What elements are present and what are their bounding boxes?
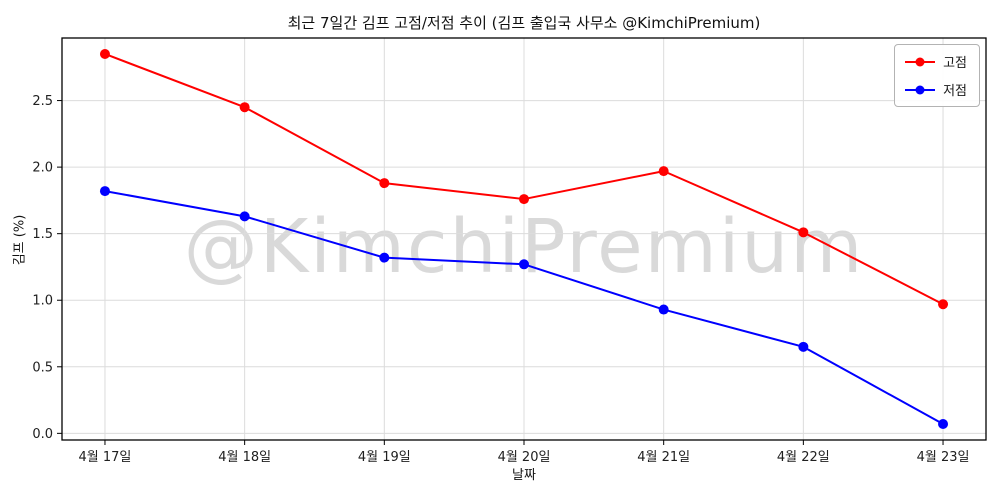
x-tick-label: 4월 23일: [917, 450, 970, 465]
legend-item-high: 고점: [905, 52, 967, 71]
y-axis-label: 김프 (%): [12, 214, 28, 266]
data-point: [99, 186, 110, 197]
x-tick-label: 4월 22일: [777, 450, 830, 465]
legend-label-low: 저점: [943, 84, 967, 99]
x-tick-label: 4월 17일: [79, 450, 132, 465]
legend-marker-high-icon: [905, 57, 936, 66]
data-point: [239, 211, 250, 222]
legend-item-low: 저점: [905, 80, 967, 99]
y-tick-label: 1.0: [32, 294, 53, 309]
data-point: [798, 227, 809, 238]
x-tick-label: 4월 19일: [358, 450, 411, 465]
y-tick-label: 2.0: [32, 161, 53, 176]
y-tick-label: 0.0: [32, 427, 53, 442]
y-tick-label: 1.5: [32, 227, 53, 242]
legend: 고점 저점: [894, 44, 980, 107]
data-point: [239, 102, 250, 113]
data-point: [658, 304, 669, 315]
y-tick-label: 2.5: [32, 94, 53, 109]
x-axis-label: 날짜: [512, 468, 536, 483]
data-point: [99, 48, 110, 59]
data-point: [379, 178, 390, 189]
data-point: [658, 166, 669, 177]
data-point: [519, 194, 529, 205]
chart-title: 최근 7일간 김프 고점/저점 추이 (김프 출입국 사무소 @KimchiPr…: [287, 14, 761, 32]
data-point: [379, 252, 390, 263]
data-point: [938, 419, 949, 430]
x-tick-label: 4월 20일: [498, 450, 551, 465]
data-point: [938, 299, 949, 310]
data-point: [519, 259, 529, 270]
x-tick-label: 4월 21일: [637, 450, 690, 465]
legend-label-high: 고점: [943, 56, 967, 71]
y-tick-label: 0.5: [32, 360, 53, 375]
legend-marker-low-icon: [905, 85, 936, 94]
data-point: [798, 341, 809, 352]
x-tick-label: 4월 18일: [218, 450, 271, 465]
